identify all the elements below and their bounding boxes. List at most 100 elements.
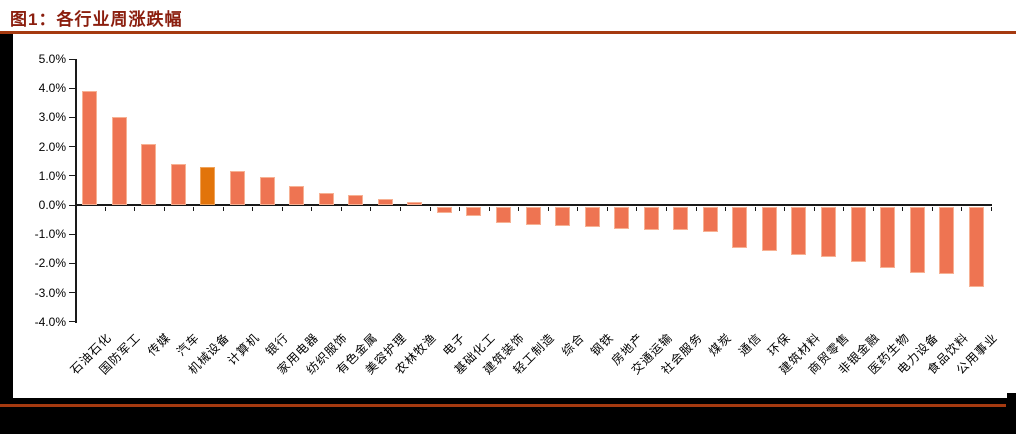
x-axis-tick-mark [577, 207, 579, 211]
x-axis-category-label: 交通运输 [628, 330, 676, 378]
x-axis-tick-mark [813, 207, 815, 211]
bar [230, 171, 246, 205]
bar [82, 91, 98, 205]
x-axis-label: 社会服务 [564, 329, 705, 377]
x-axis-label: 钢铁 [475, 329, 616, 358]
bar [968, 207, 984, 288]
x-axis-category-label: 钢铁 [588, 330, 617, 359]
x-axis-label: 有色金属 [239, 329, 380, 377]
x-axis-category-label: 建筑装饰 [481, 330, 528, 378]
y-axis-tick-label: 5.0% [38, 52, 66, 66]
x-axis-category-label: 非银金融 [835, 330, 883, 378]
x-axis-label: 计算机 [121, 329, 261, 367]
x-axis-tick-mark [547, 207, 549, 211]
x-axis-label: 基础化工 [357, 329, 499, 377]
x-axis-category-label: 传媒 [144, 330, 174, 359]
x-axis-tick-mark [725, 207, 727, 211]
bottom-page-edge-band [0, 398, 1016, 434]
y-axis-tick-label: 3.0% [38, 110, 66, 125]
x-axis-tick-mark [104, 207, 106, 211]
x-axis-category-label: 国防军工 [96, 330, 144, 378]
x-axis-label: 国防军工 [2, 329, 144, 377]
bar [584, 207, 600, 228]
x-axis-label: 煤炭 [593, 329, 734, 358]
bar [170, 164, 186, 205]
y-axis-tick-label: -4.0% [34, 314, 66, 329]
x-axis-category-label: 煤炭 [706, 330, 735, 359]
x-axis-category-label: 机械设备 [185, 330, 233, 378]
y-axis-tick-label: -1.0% [34, 227, 66, 242]
x-axis-label: 环保 [652, 329, 793, 358]
bar [289, 186, 305, 205]
x-axis-category-label: 建筑材料 [776, 330, 824, 378]
x-axis-tick-mark [400, 207, 402, 211]
x-axis-tick-mark [340, 207, 342, 211]
x-axis-label: 医药生物 [771, 329, 912, 377]
x-axis-tick-mark [902, 207, 904, 211]
bar [939, 207, 955, 275]
x-axis-tick-mark [784, 207, 786, 211]
bar [348, 194, 364, 205]
bar [909, 207, 925, 273]
bar [141, 143, 157, 205]
x-axis-category-label: 石油石化 [67, 330, 115, 378]
x-axis-category-label: 电子 [440, 330, 469, 359]
bar [318, 193, 334, 205]
x-axis-label: 电力设备 [800, 329, 942, 377]
x-axis-zero-line [75, 204, 992, 206]
top-divider-rule [0, 31, 1016, 34]
x-axis-tick-mark [222, 207, 224, 211]
bar [436, 207, 452, 213]
x-axis-tick-mark [961, 207, 963, 211]
bar [791, 207, 807, 256]
x-axis-label: 机械设备 [91, 329, 233, 377]
x-axis-label: 纺织服饰 [209, 329, 351, 377]
y-axis-tick-mark [69, 262, 75, 264]
y-axis-tick-label: 2.0% [38, 139, 66, 154]
bar [555, 207, 571, 226]
figure-title: 图1：各行业周涨跌幅 [10, 10, 183, 29]
x-axis-category-label: 家用电器 [274, 330, 321, 378]
x-axis-label: 建筑材料 [682, 329, 824, 377]
x-axis-tick-mark [695, 207, 697, 211]
x-axis-tick-mark [665, 207, 667, 211]
x-axis-category-label: 电力设备 [894, 330, 942, 378]
bar [850, 207, 866, 263]
x-axis-category-label: 基础化工 [451, 330, 499, 378]
y-axis-tick-label: 0.0% [38, 198, 66, 212]
x-axis-label: 交通运输 [534, 329, 676, 377]
x-axis-label: 家用电器 [180, 329, 321, 377]
x-axis-label: 建筑装饰 [386, 329, 528, 377]
x-axis-tick-mark [636, 207, 638, 211]
x-axis-label: 商贸零售 [711, 329, 853, 377]
y-axis-tick-label: -3.0% [34, 285, 66, 300]
x-axis-tick-mark [252, 207, 254, 211]
x-axis-tick-mark [931, 207, 933, 211]
bar [880, 207, 896, 269]
x-axis-label: 食品饮料 [830, 329, 971, 377]
x-axis-tick-mark [459, 207, 461, 211]
x-axis-tick-mark [134, 207, 136, 211]
y-axis-tick-mark [69, 58, 75, 60]
x-axis-tick-mark [75, 207, 76, 211]
y-axis-tick-label: -2.0% [34, 256, 66, 271]
bar [377, 199, 393, 205]
bar-highlighted [200, 167, 216, 205]
bottom-divider-rule [0, 404, 1006, 407]
x-axis-category-label: 商贸零售 [806, 330, 853, 378]
x-axis-label: 农林牧渔 [298, 329, 439, 377]
y-axis-tick-mark [69, 146, 75, 148]
x-axis-label: 轻工制造 [416, 329, 558, 377]
x-axis-category-label: 纺织服饰 [303, 330, 351, 378]
x-axis-category-label: 美容护理 [362, 330, 410, 378]
bar [673, 207, 689, 231]
x-axis-label: 汽车 [61, 329, 202, 358]
x-axis-category-label: 公用事业 [953, 330, 1001, 378]
x-axis-label: 石油石化 [0, 329, 114, 377]
x-axis-category-label: 环保 [765, 330, 794, 359]
bar [761, 207, 777, 251]
x-axis-tick-mark [843, 207, 845, 211]
x-axis-category-label: 通信 [735, 330, 765, 359]
x-axis-tick-mark [488, 207, 490, 211]
x-axis-category-label: 食品饮料 [924, 330, 971, 378]
